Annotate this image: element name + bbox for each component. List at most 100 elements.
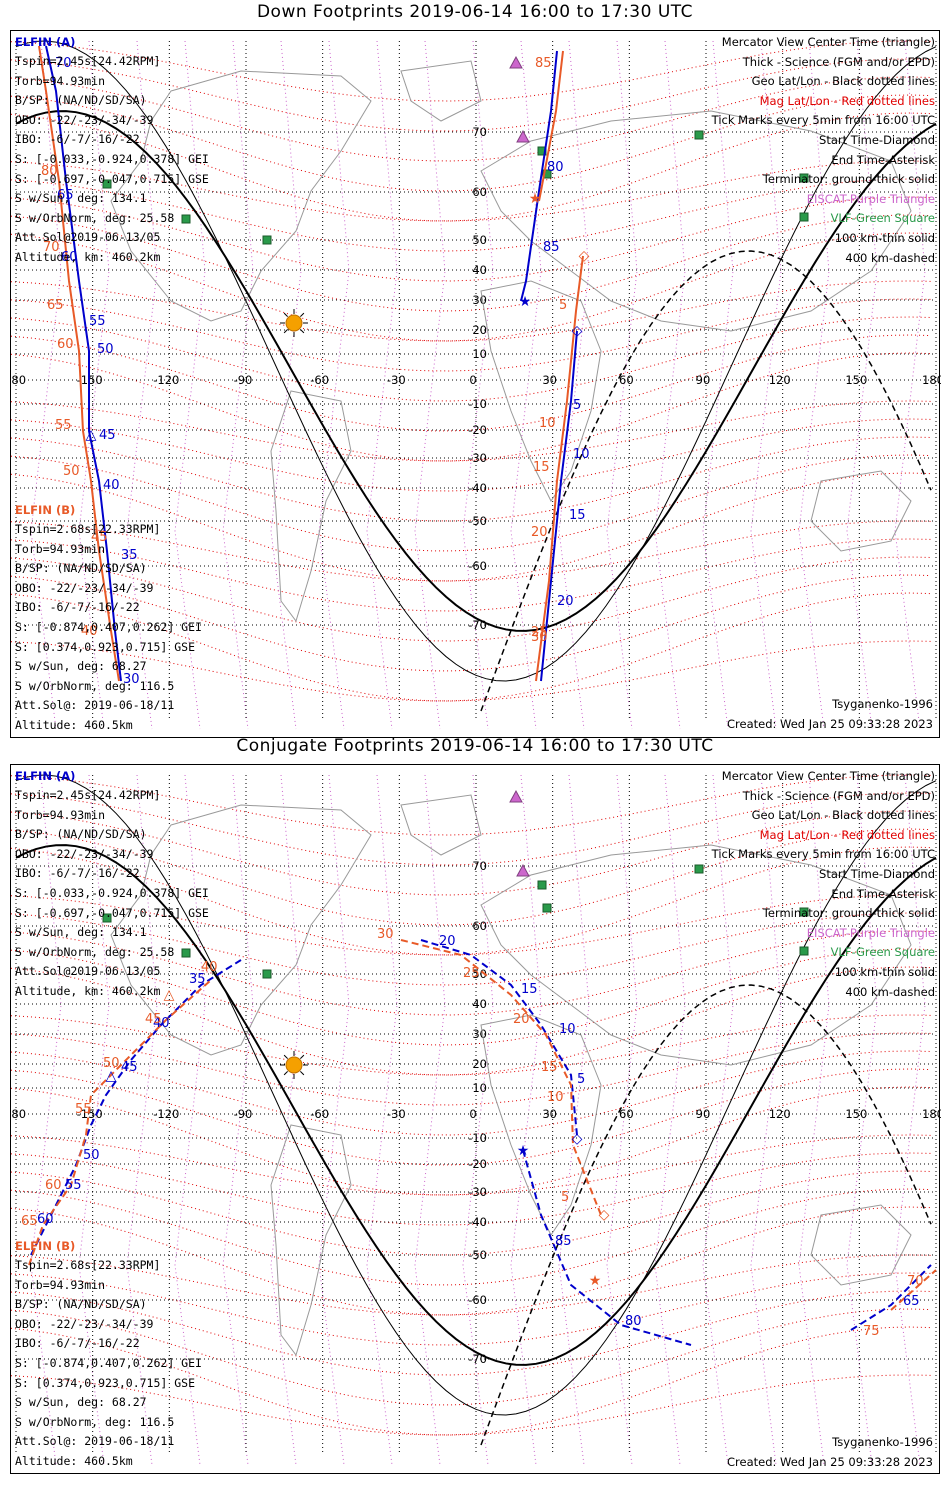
lat-tick-label: 50 xyxy=(472,233,487,247)
vlf-square-icon xyxy=(799,907,809,917)
coastline xyxy=(400,60,482,122)
center-triangle-icon: △ xyxy=(164,987,175,1003)
lon-tick-label: 90 xyxy=(696,373,711,387)
mag-lat-line xyxy=(11,316,932,402)
elfin-b-time-label: 40 xyxy=(201,960,218,975)
tracks: ★★◇◇△70656055504540353080855101520807065… xyxy=(38,45,590,687)
elfin-b-track xyxy=(28,979,212,1266)
sun-ray xyxy=(300,312,305,317)
center-triangle-icon: △ xyxy=(86,427,97,443)
elfin-a-time-label: 45 xyxy=(99,428,116,443)
conjugate-footprints-panel: Conjugate Footprints 2019-06-14 16:00 to… xyxy=(0,734,950,1496)
start-diamond-icon: ◇ xyxy=(572,323,583,339)
elfin-b-time-label: 20 xyxy=(513,1012,530,1027)
elfin-a-info: Tspin=2.45s[24.42RPM] Torb=94.93min B/SP: … xyxy=(15,54,209,264)
elfin-b-time-label: 80 xyxy=(41,164,58,179)
elfin-a-time-label: 5 xyxy=(577,1072,585,1087)
mag-lat-line xyxy=(11,436,932,522)
mag-lat-line xyxy=(11,94,932,192)
geo-grid xyxy=(15,41,937,719)
elfin-a-header: ELFIN (A) xyxy=(15,35,76,49)
elfin-b-time-label: 60 xyxy=(45,1178,62,1193)
lon-tick-label: 150 xyxy=(845,373,867,387)
elfin-b-time-label: 10 xyxy=(547,1090,564,1105)
elfin-b-track xyxy=(890,1269,937,1311)
elfin-b-time-label: 55 xyxy=(55,418,72,433)
elfin-b-track xyxy=(538,50,564,202)
elfin-a-info: Tspin=2.45s[24.42RPM] Torb=94.93min B/SP: … xyxy=(15,788,209,998)
lon-tick-label: 120 xyxy=(769,1107,791,1121)
elfin-b-time-label: 15 xyxy=(541,1060,558,1075)
lat-tick-label: 10 xyxy=(472,1081,487,1095)
elfin-a-time-label: 65 xyxy=(57,188,74,203)
coastline xyxy=(480,1014,602,1236)
mag-lat-line xyxy=(11,1050,932,1136)
mag-lat-line xyxy=(11,948,932,1046)
mag-lat-line xyxy=(11,280,932,342)
terminator-ground xyxy=(15,844,937,1366)
elfin-a-time-label: 5 xyxy=(573,398,581,413)
elfin-b-header: ELFIN (B) xyxy=(15,1239,76,1253)
vlf-square-icon xyxy=(799,946,809,956)
panel-title: Conjugate Footprints 2019-06-14 16:00 to… xyxy=(236,736,714,756)
vlf-square-icon xyxy=(102,913,112,923)
coastline xyxy=(110,804,372,1056)
mag-lat-line xyxy=(11,1032,932,1106)
mag-lat-line xyxy=(11,930,932,1016)
elfin-b-time-label: 5 xyxy=(559,298,567,313)
terminator-100km xyxy=(15,774,937,1416)
lon-tick-label: 180 xyxy=(922,1107,941,1121)
sun-disc xyxy=(285,314,303,332)
created-label: Created: Wed Jan 25 09:33:28 2023 xyxy=(726,717,933,731)
mag-lat-line xyxy=(11,556,932,642)
elfin-a-time-label: 80 xyxy=(625,1314,642,1329)
coastline xyxy=(270,390,352,623)
mag-lon-line xyxy=(366,40,398,730)
elfin-a-time-label: 45 xyxy=(121,1060,138,1075)
end-asterisk-icon: ★ xyxy=(589,1273,602,1289)
legend: Mercator View Center Time (triangle) Thic… xyxy=(711,35,935,265)
end-asterisk-icon: ★ xyxy=(517,1143,530,1159)
lat-tick-label: -50 xyxy=(468,514,487,528)
coastline xyxy=(270,1124,352,1357)
lat-tick-label: 70 xyxy=(472,125,487,139)
end-asterisk-icon: ★ xyxy=(519,294,532,310)
sun-ray xyxy=(283,329,288,334)
coastline xyxy=(480,844,912,1066)
elfin-b-time-label: 10 xyxy=(539,416,556,431)
sun-ray xyxy=(300,329,305,334)
elfin-b-time-label: 25 xyxy=(463,966,480,981)
elfin-a-track xyxy=(850,1264,932,1331)
elfin-a-track xyxy=(30,959,242,1256)
elfin-a-track xyxy=(540,330,578,682)
lon-tick-label: 60 xyxy=(619,1107,634,1121)
eiscat-triangle-icon xyxy=(516,863,530,877)
start-diamond-icon: ◇ xyxy=(572,1131,583,1147)
elfin-a-time-label: 55 xyxy=(65,1178,82,1193)
mag-lon-line xyxy=(174,40,206,730)
elfin-b-time-label: 15 xyxy=(533,460,550,475)
sun-ray xyxy=(283,1071,288,1076)
vlf-square-icon xyxy=(799,212,809,222)
terminator-400km xyxy=(480,250,932,712)
lon-tick-label: 180 xyxy=(922,373,941,387)
legend: Mercator View Center Time (triangle) Thic… xyxy=(711,769,935,999)
mag-lat-line xyxy=(11,1134,932,1196)
mag-lat-line xyxy=(11,334,932,432)
mag-lat-line xyxy=(11,196,932,282)
elfin-a-time-label: 60 xyxy=(37,1212,54,1227)
elfin-a-time-label: 10 xyxy=(559,1022,576,1037)
vlf-square-icon xyxy=(542,169,552,179)
elfin-b-time-label: 75 xyxy=(863,1324,880,1339)
vlf-square-icon xyxy=(537,880,547,890)
sun-ray xyxy=(300,1054,305,1059)
elfin-b-time-label: 65 xyxy=(47,298,64,313)
sun-icon xyxy=(280,309,308,337)
elfin-a-time-label: 30 xyxy=(123,672,140,687)
model-label: Tsyganenko-1996 xyxy=(832,1435,933,1449)
mag-lat-line xyxy=(11,828,932,926)
eiscat-triangle-icon xyxy=(516,129,530,143)
coastline xyxy=(810,1204,912,1286)
down-footprints-panel: Down Footprints 2019-06-14 16:00 to 17:3… xyxy=(0,0,950,740)
mag-lat-line xyxy=(11,1068,932,1166)
